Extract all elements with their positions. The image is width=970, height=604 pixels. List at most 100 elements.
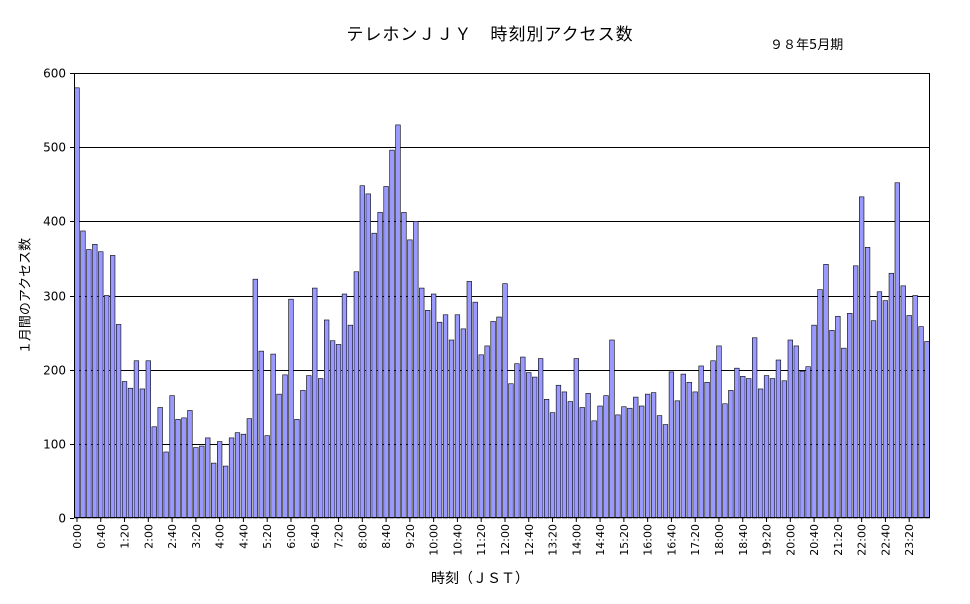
bar (585, 393, 591, 519)
bar (442, 314, 449, 519)
bar (514, 363, 520, 519)
x-tick-label: 11:20 (475, 524, 488, 556)
x-tick-label: 8:40 (380, 524, 393, 549)
x-tick-label: 7:20 (333, 524, 346, 549)
bar (217, 441, 223, 519)
bar (335, 344, 342, 519)
bar (882, 300, 889, 519)
bar (811, 324, 817, 519)
x-tick-label: 17:20 (689, 524, 702, 556)
bar (151, 426, 157, 519)
bar (656, 415, 663, 519)
y-axis-label: １月間のアクセス数 (18, 237, 34, 355)
x-tick-label: 5:20 (261, 524, 274, 549)
x-tick-label: 13:20 (547, 524, 560, 556)
bar (92, 244, 98, 519)
bar (532, 376, 538, 519)
bar (318, 378, 324, 519)
bar (555, 384, 562, 519)
y-tick-label: 500 (43, 141, 66, 155)
x-tick-label: 4:00 (214, 524, 227, 549)
bar (246, 418, 252, 519)
bar (793, 345, 799, 519)
y-tick-label: 200 (43, 364, 66, 378)
bar (543, 399, 550, 519)
bar (401, 212, 407, 519)
bar (395, 124, 401, 519)
bar (520, 356, 526, 519)
bar (787, 339, 793, 519)
bar (526, 372, 532, 519)
x-tick-label: 21:20 (832, 524, 845, 556)
x-tick-label: 12:00 (499, 524, 512, 556)
bar (104, 295, 110, 519)
bar (603, 395, 609, 519)
x-tick-label: 20:40 (808, 524, 821, 556)
bar (912, 295, 918, 519)
bar (841, 347, 847, 519)
bar (674, 400, 680, 519)
x-tick-label: 8:00 (356, 524, 369, 549)
bar (864, 246, 871, 519)
bar (264, 435, 270, 519)
bar (769, 378, 776, 519)
bar (496, 316, 502, 519)
bar (324, 319, 330, 519)
bar (508, 383, 514, 519)
bar (157, 407, 163, 519)
bar (894, 182, 900, 519)
x-tick-label: 19:20 (761, 524, 774, 556)
bar (650, 392, 657, 519)
bar (371, 232, 377, 519)
bar (502, 283, 508, 519)
bar (698, 365, 704, 519)
bar (282, 374, 288, 519)
bar (472, 301, 478, 519)
bar (365, 193, 371, 519)
bar (924, 341, 930, 519)
x-tick-label: 23:20 (903, 524, 916, 556)
bar (413, 221, 419, 519)
bar (692, 391, 698, 519)
bar (466, 281, 472, 519)
bar (484, 345, 490, 519)
bar (175, 419, 181, 519)
bar (615, 414, 621, 519)
x-tick-label: 16:40 (665, 524, 678, 556)
bar (847, 312, 853, 519)
bar (490, 321, 496, 519)
x-tick-label: 12:40 (523, 524, 536, 556)
x-tick-label: 6:40 (309, 524, 322, 549)
bar (662, 424, 669, 519)
bar (645, 393, 651, 519)
bar (163, 451, 169, 519)
y-tick-label: 400 (43, 215, 66, 229)
bar (436, 321, 443, 519)
bar (115, 324, 122, 519)
bar (425, 310, 431, 519)
bar (876, 291, 883, 519)
bar (775, 359, 782, 519)
bar (734, 367, 740, 519)
bar (686, 381, 692, 519)
bar (716, 345, 722, 519)
bar (757, 388, 764, 519)
bar (270, 353, 276, 519)
x-tick-label: 18:00 (713, 524, 726, 556)
bar (567, 401, 573, 519)
x-tick-label: 16:00 (642, 524, 655, 556)
bar (740, 376, 746, 519)
bar (353, 271, 359, 519)
bar (377, 212, 383, 519)
bar (900, 285, 906, 519)
bar (478, 354, 484, 519)
y-tick-label: 100 (43, 438, 66, 452)
bar (728, 390, 734, 519)
bar (347, 324, 354, 519)
bar (110, 255, 116, 519)
bar (139, 388, 145, 519)
bar (799, 370, 805, 519)
bar (597, 405, 603, 519)
x-tick-label: 4:40 (237, 524, 250, 549)
